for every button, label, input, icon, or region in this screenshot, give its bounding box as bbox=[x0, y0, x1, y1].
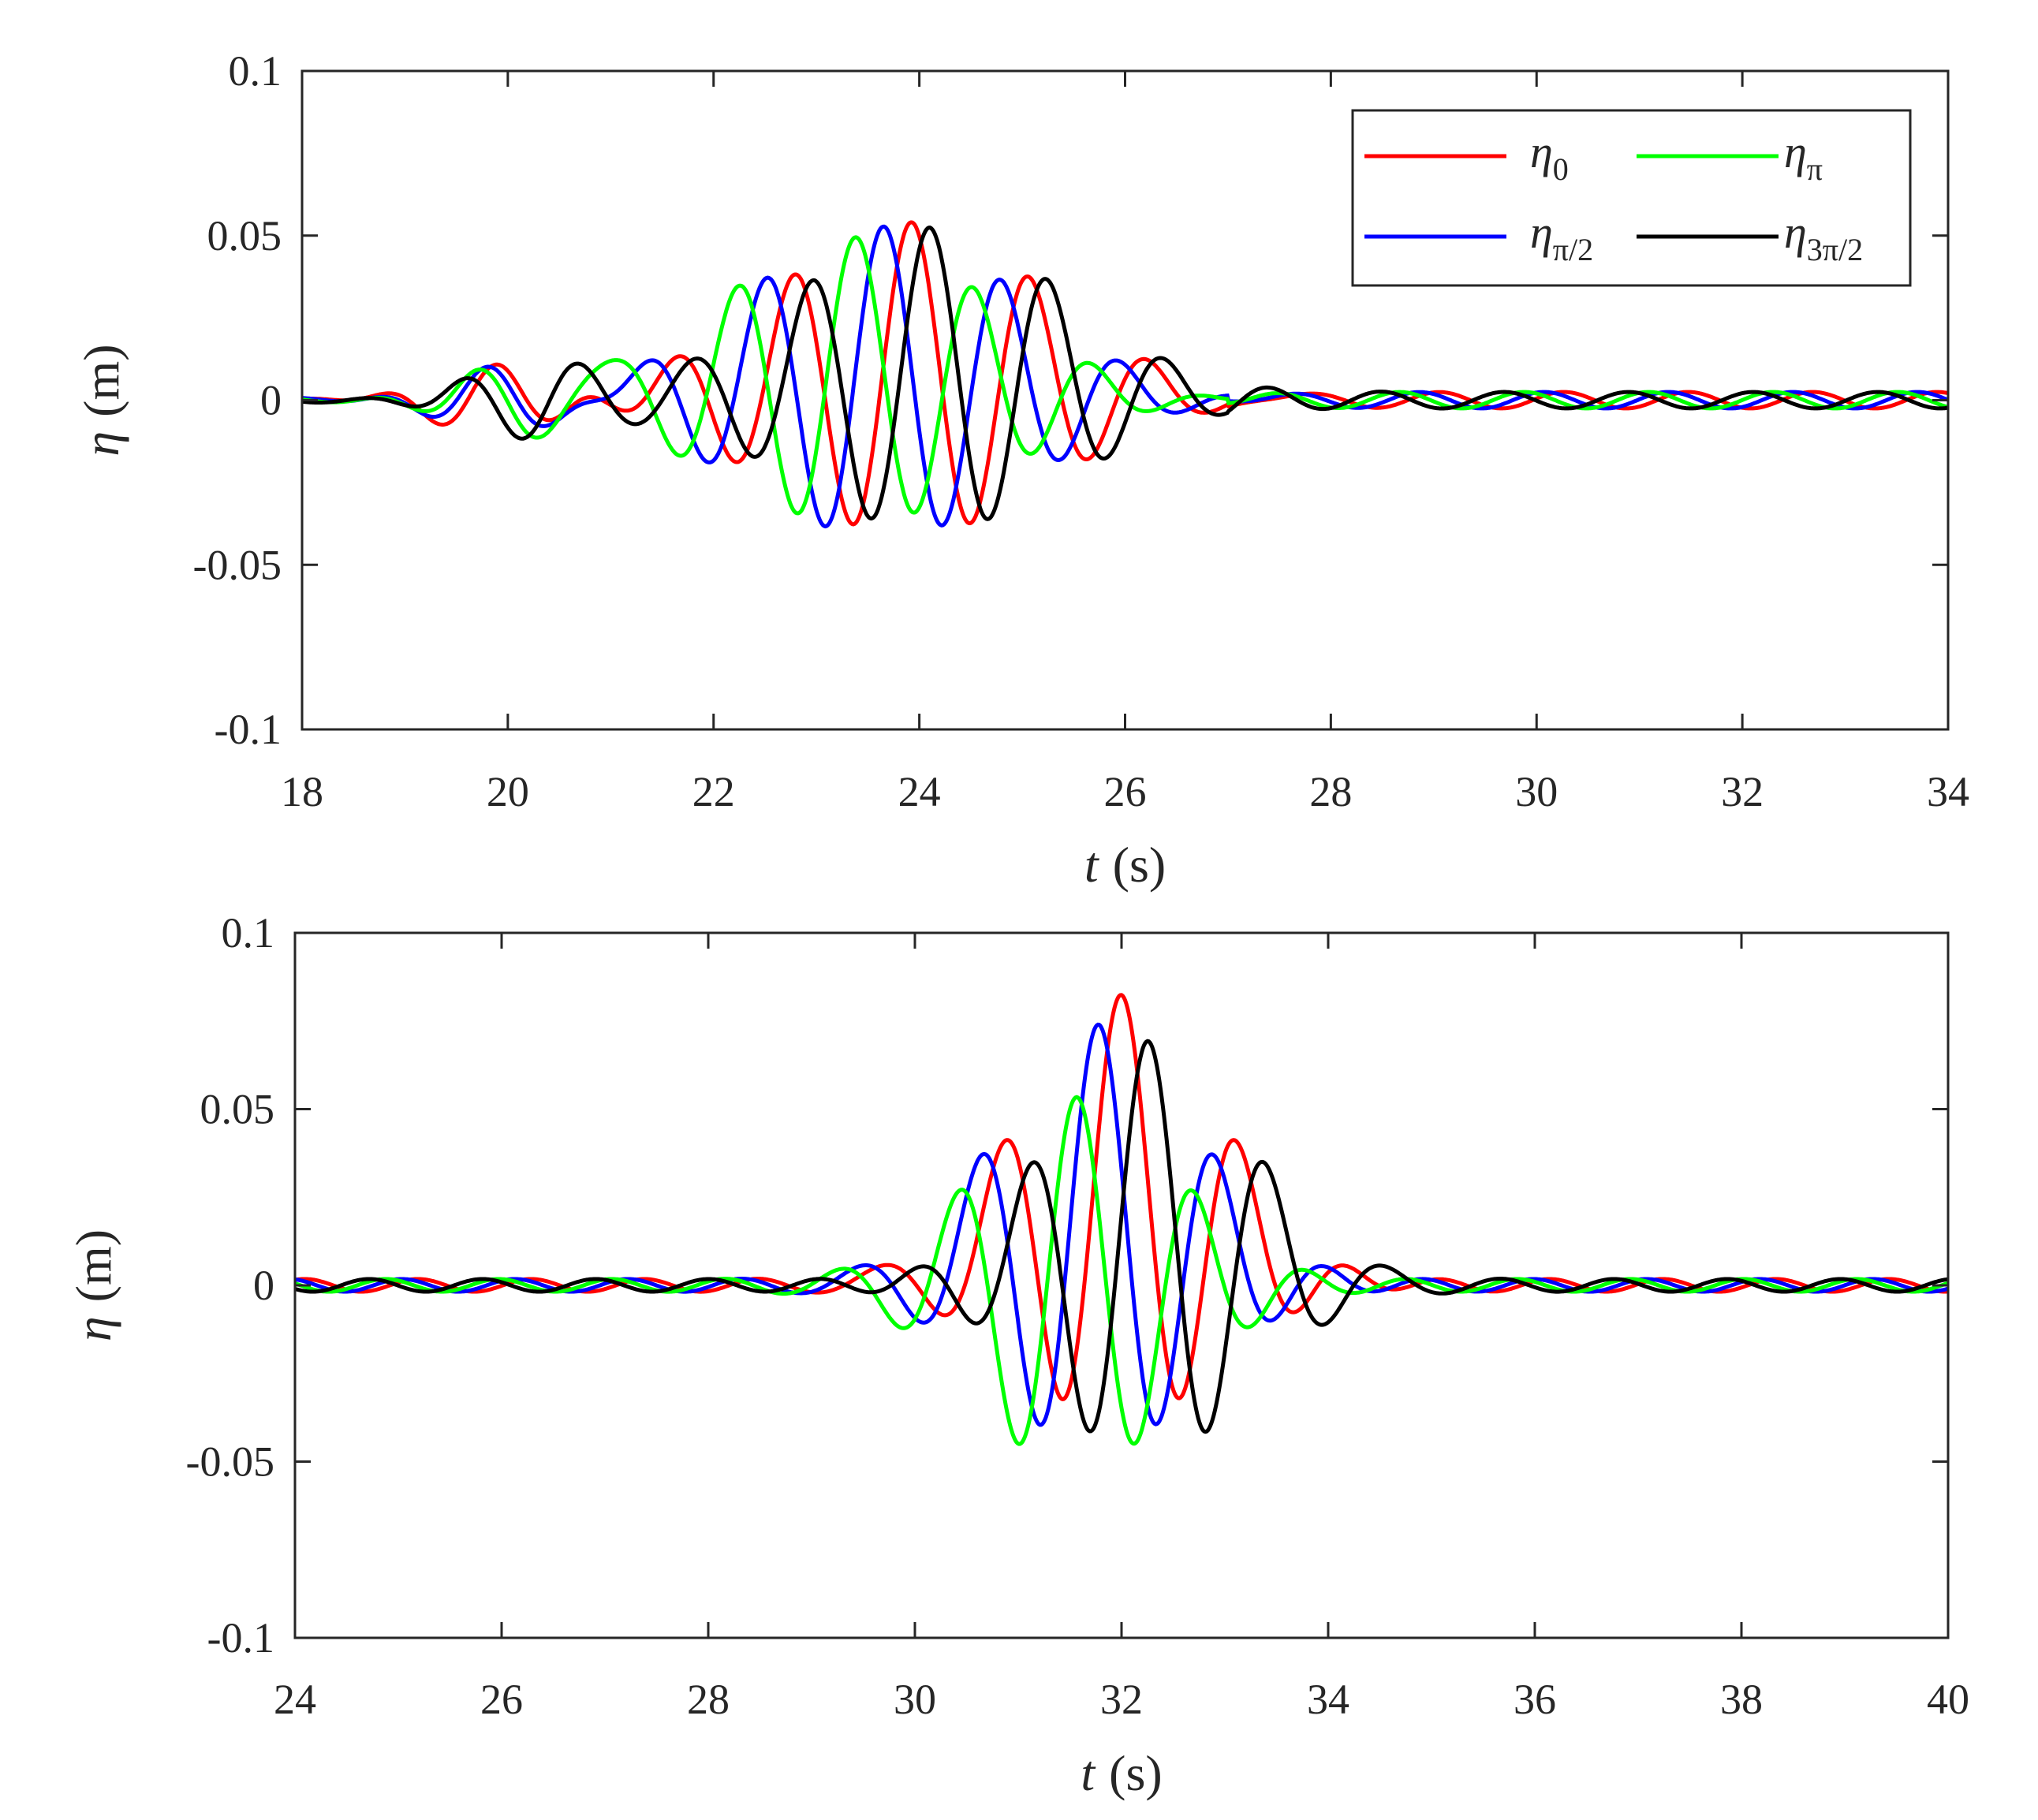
chart-panel-2: 24 26 28 30 32 34 36 38 40 -0.1 -0.05 0 0.05 0.1 t (s) η… bbox=[65, 909, 1969, 1801]
legend-label-eta_pi_2: ηπ/2 bbox=[1530, 207, 1593, 267]
x-tick-label: 28 bbox=[687, 1676, 730, 1723]
legend-entry-eta_pi: ηπ bbox=[1637, 126, 1823, 187]
legend-box bbox=[1351, 109, 1912, 287]
x-tick-label: 38 bbox=[1720, 1676, 1763, 1723]
series-line-eta_pi bbox=[302, 235, 1948, 516]
x-tick-label: 30 bbox=[894, 1676, 936, 1723]
legend: η0 ηπ ηπ/2 η3π/2 bbox=[1351, 109, 1912, 287]
y-axis-label: η(m) bbox=[65, 1229, 121, 1341]
x-tick-label: 40 bbox=[1927, 1676, 1969, 1723]
x-tick-label: 30 bbox=[1515, 768, 1558, 815]
y-tick-label: -0.05 bbox=[193, 541, 282, 588]
x-tick-label: 26 bbox=[480, 1676, 523, 1723]
y-tick-label: 0 bbox=[253, 1262, 274, 1309]
plot-lines bbox=[302, 220, 1948, 529]
legend-entry-eta_3pi_2: η3π/2 bbox=[1637, 207, 1863, 267]
x-tick-label: 36 bbox=[1514, 1676, 1556, 1723]
x-tick-label: 22 bbox=[692, 768, 735, 815]
legend-label-eta_0: η0 bbox=[1530, 126, 1569, 187]
legend-entry-eta_pi_2: ηπ/2 bbox=[1364, 207, 1593, 267]
x-tick-label: 18 bbox=[281, 768, 323, 815]
legend-label-eta_3pi_2: η3π/2 bbox=[1784, 207, 1863, 267]
y-tick-label: 0.1 bbox=[222, 909, 275, 957]
legend-entry-eta_0: η0 bbox=[1364, 126, 1569, 187]
x-tick-label: 24 bbox=[274, 1676, 316, 1723]
y-tick-label: 0.05 bbox=[207, 212, 282, 259]
x-tick-label: 34 bbox=[1927, 768, 1969, 815]
x-tick-label: 20 bbox=[487, 768, 529, 815]
x-tick-label: 26 bbox=[1104, 768, 1147, 815]
series-line-eta_3pi_2 bbox=[295, 1039, 1948, 1434]
series-line-eta_3pi_2 bbox=[302, 226, 1948, 521]
y-tick-label: 0.1 bbox=[229, 47, 282, 95]
x-tick-label: 32 bbox=[1100, 1676, 1143, 1723]
y-tick-label: 0.05 bbox=[200, 1086, 275, 1133]
x-axis-label: t (s) bbox=[1081, 1745, 1162, 1801]
x-axis-label: t (s) bbox=[1084, 837, 1166, 893]
series-line-eta_pi_2 bbox=[295, 1022, 1948, 1427]
chart-panel-1: 18 20 22 24 26 28 30 32 34 -0.1 -0.05 0 0.05 0.1 t (s) η… bbox=[73, 47, 1969, 893]
y-tick-label: 0 bbox=[260, 377, 282, 424]
x-tick-label: 28 bbox=[1309, 768, 1352, 815]
y-tick-label: -0.1 bbox=[207, 1614, 274, 1661]
y-axis-label: η(m) bbox=[73, 344, 129, 456]
x-tick-label: 34 bbox=[1307, 1676, 1349, 1723]
x-tick-label: 24 bbox=[898, 768, 941, 815]
series-line-eta_pi_2 bbox=[302, 224, 1948, 529]
legend-label-eta_pi: ηπ bbox=[1784, 126, 1823, 187]
y-tick-label: -0.05 bbox=[186, 1438, 274, 1486]
plot-lines bbox=[295, 993, 1948, 1446]
x-tick-label: 32 bbox=[1721, 768, 1764, 815]
y-tick-label: -0.1 bbox=[215, 706, 282, 753]
